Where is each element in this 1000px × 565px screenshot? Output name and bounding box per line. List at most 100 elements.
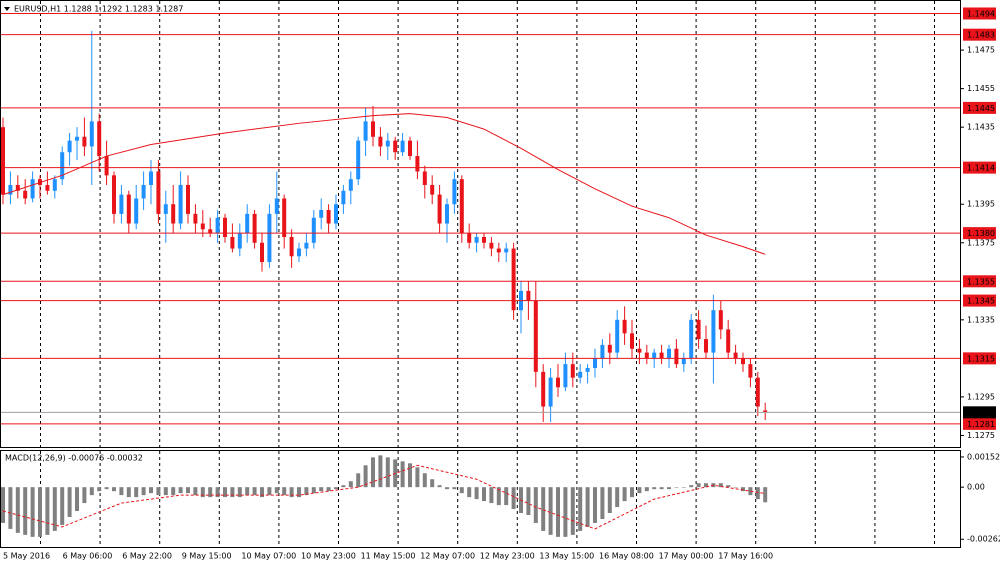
- candle-body: [297, 248, 301, 257]
- candle-body: [1, 127, 5, 195]
- macd-bar: [467, 487, 472, 498]
- level-label-box: [963, 227, 996, 240]
- macd-bar: [474, 487, 479, 500]
- candle-body: [149, 171, 153, 185]
- candle-body: [163, 204, 168, 214]
- candle-body: [467, 233, 472, 243]
- macd-bar: [733, 487, 738, 488]
- candle-body: [171, 204, 176, 224]
- macd-bar: [726, 485, 731, 488]
- candle-body: [696, 319, 701, 340]
- candle-body: [341, 190, 346, 205]
- macd-bar: [607, 487, 612, 514]
- current-price-box: [963, 406, 996, 419]
- macd-bar: [615, 487, 620, 508]
- candle-body: [134, 198, 139, 224]
- macd-bar: [482, 487, 486, 502]
- level-label: 1.1414: [967, 164, 995, 173]
- macd-bar: [15, 487, 20, 533]
- y-tick-label: 1.1295: [967, 392, 995, 401]
- candle-body: [112, 175, 116, 214]
- candle-body: [533, 300, 538, 372]
- macd-bar: [267, 487, 272, 496]
- macd-bar: [237, 487, 242, 498]
- macd-bar: [223, 487, 227, 498]
- level-label: 1.1315: [967, 354, 995, 363]
- x-tick-label: 10 May 23:00: [301, 552, 356, 561]
- macd-bar: [704, 483, 708, 488]
- macd-bar: [126, 487, 131, 498]
- x-tick-label: 9 May 15:00: [182, 552, 232, 561]
- candle-body: [681, 358, 686, 365]
- macd-bar: [637, 487, 642, 494]
- macd-bar: [652, 487, 657, 490]
- candle-body: [504, 248, 509, 253]
- x-tick-label: 11 May 15:00: [361, 552, 416, 561]
- macd-bar: [526, 487, 531, 515]
- candle-body: [607, 344, 612, 353]
- candle-body: [52, 179, 57, 191]
- level-label-box: [963, 101, 996, 114]
- candle-body: [215, 217, 220, 234]
- level-label-box: [963, 352, 996, 365]
- candle-body: [652, 352, 657, 359]
- candle-body: [526, 290, 531, 301]
- y-tick-label: 1.1275: [967, 431, 995, 440]
- macd-bar: [215, 487, 220, 498]
- candle-body: [348, 179, 353, 191]
- candle-body: [75, 136, 79, 141]
- macd-bar: [408, 463, 412, 488]
- macd-bar: [445, 487, 449, 490]
- macd-bar: [459, 487, 464, 494]
- y-tick-label: 1.1395: [967, 200, 995, 209]
- candle-body: [496, 248, 501, 253]
- candle-body: [437, 194, 442, 224]
- macd-bar: [548, 487, 553, 535]
- macd-bar: [622, 487, 627, 502]
- level-label: 1.1345: [967, 297, 995, 306]
- macd-bar: [600, 487, 605, 519]
- candle-body: [400, 140, 405, 153]
- macd-bar: [82, 487, 87, 504]
- macd-bar: [741, 487, 745, 492]
- macd-bar: [511, 487, 516, 510]
- candle-body: [637, 348, 642, 353]
- y-tick-label: 0.00152: [967, 452, 1000, 461]
- level-label: 1.1281: [967, 420, 995, 429]
- level-label: 1.1380: [967, 229, 995, 238]
- candle-body: [570, 364, 575, 378]
- level-label-box: [963, 28, 996, 41]
- macd-bar: [378, 455, 383, 488]
- macd-bar: [8, 487, 13, 529]
- candle-body: [704, 339, 708, 353]
- level-label-box: [963, 275, 996, 288]
- candle-body: [541, 371, 546, 407]
- candle-body: [371, 121, 375, 137]
- macd-bar: [38, 487, 42, 537]
- x-tick-label: 17 May 16:00: [718, 552, 773, 561]
- candle-body: [593, 358, 597, 369]
- symbol-menu-icon[interactable]: [4, 7, 10, 11]
- macd-bar: [260, 487, 264, 498]
- candle-body: [430, 184, 435, 195]
- candle-body: [311, 217, 316, 243]
- macd-bar: [541, 487, 546, 531]
- candle-body: [489, 242, 494, 249]
- candle-body: [511, 248, 516, 311]
- candle-body: [45, 184, 50, 191]
- candle-body: [193, 213, 198, 224]
- candle-body: [378, 136, 383, 147]
- candle-body: [200, 223, 205, 230]
- macd-bar: [289, 487, 294, 498]
- chart-title: EURUSD,H1 1.1288 1.1292 1.1283 1.1287: [14, 5, 183, 14]
- candle-body: [600, 344, 605, 359]
- candle-body: [474, 236, 479, 243]
- macd-bar: [385, 457, 390, 488]
- candle-body: [755, 377, 760, 407]
- macd-bar: [570, 487, 575, 535]
- candle-body: [459, 179, 464, 234]
- y-tick-label: 1.1475: [967, 46, 995, 55]
- macd-bar: [52, 487, 57, 531]
